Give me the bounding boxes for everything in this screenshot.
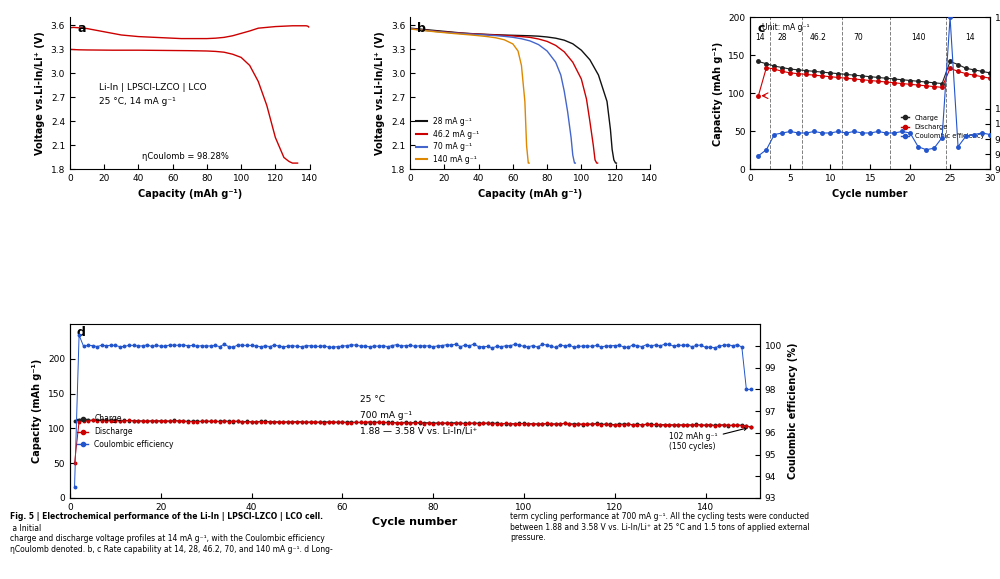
Y-axis label: Voltage vs.Li-In/Li⁺ (V): Voltage vs.Li-In/Li⁺ (V) [35,32,45,155]
Text: d: d [77,326,86,339]
Legend: Charge, Discharge, Coulombic efficiency: Charge, Discharge, Coulombic efficiency [74,412,177,452]
Text: Unit: mA g⁻¹: Unit: mA g⁻¹ [762,24,810,32]
Text: 102 mAh g⁻¹
(150 cycles): 102 mAh g⁻¹ (150 cycles) [669,427,747,451]
Y-axis label: Capacity (mAh g⁻¹): Capacity (mAh g⁻¹) [32,359,42,463]
Text: 28: 28 [778,32,787,42]
Text: c: c [758,22,765,35]
Text: 46.2: 46.2 [810,32,827,42]
Text: 1.88 — 3.58 V vs. Li-In/Li⁺: 1.88 — 3.58 V vs. Li-In/Li⁺ [360,427,477,435]
Text: term cycling performance at 700 mA g⁻¹. All the cycling tests were conducted
bet: term cycling performance at 700 mA g⁻¹. … [510,512,810,542]
Text: 25 °C: 25 °C [360,395,385,404]
Text: b: b [417,22,426,35]
Legend: 28 mA g⁻¹, 46.2 mA g⁻¹, 70 mA g⁻¹, 140 mA g⁻¹: 28 mA g⁻¹, 46.2 mA g⁻¹, 70 mA g⁻¹, 140 m… [414,115,481,166]
Text: a Initial
charge and discharge voltage profiles at 14 mA g⁻¹, with the Coulombic: a Initial charge and discharge voltage p… [10,524,333,554]
Y-axis label: Coulombic efficiency (%): Coulombic efficiency (%) [788,343,798,479]
Text: a: a [77,22,86,35]
Text: 140: 140 [911,32,925,42]
Text: Li-In | LPSCl-LZCO | LCO: Li-In | LPSCl-LZCO | LCO [99,83,206,93]
Text: ηCoulomb = 98.28%: ηCoulomb = 98.28% [142,152,229,161]
Y-axis label: Capacity (mAh g⁻¹): Capacity (mAh g⁻¹) [713,41,723,145]
X-axis label: Cycle number: Cycle number [372,518,458,527]
Text: 14: 14 [755,32,765,42]
Text: 14: 14 [965,32,975,42]
Text: 70: 70 [853,32,863,42]
Y-axis label: Voltage vs.Li-In/Li⁺ (V): Voltage vs.Li-In/Li⁺ (V) [375,32,385,155]
Text: 700 mA g⁻¹: 700 mA g⁻¹ [360,411,412,420]
Text: Fig. 5 | Electrochemical performance of the Li-In | LPSCl-LZCO | LCO cell.: Fig. 5 | Electrochemical performance of … [10,512,323,522]
X-axis label: Cycle number: Cycle number [832,189,908,199]
Legend: Charge, Discharge, Coulombic efficiency: Charge, Discharge, Coulombic efficiency [899,112,987,142]
X-axis label: Capacity (mAh g⁻¹): Capacity (mAh g⁻¹) [478,189,582,199]
X-axis label: Capacity (mAh g⁻¹): Capacity (mAh g⁻¹) [138,189,242,199]
Text: 25 °C, 14 mA g⁻¹: 25 °C, 14 mA g⁻¹ [99,97,176,106]
